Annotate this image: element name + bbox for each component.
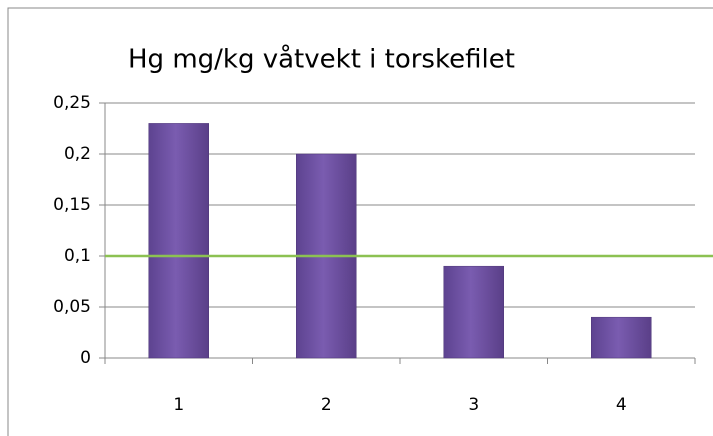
y-tick-label: 0,1 xyxy=(64,246,91,266)
chart-border xyxy=(7,7,713,436)
y-tick-label: 0,05 xyxy=(53,297,91,317)
bar xyxy=(443,265,504,359)
x-tick-label: 2 xyxy=(321,395,332,415)
x-tick-label: 1 xyxy=(173,395,184,415)
y-tick-label: 0,2 xyxy=(64,144,91,164)
y-tick-label: 0,25 xyxy=(53,93,91,113)
y-tick-label: 0 xyxy=(80,348,91,368)
chart-title: Hg mg/kg våtvekt i torskefilet xyxy=(128,44,515,75)
x-tick-label: 4 xyxy=(616,395,627,415)
bar xyxy=(148,123,209,359)
bar xyxy=(591,316,652,359)
x-tick-label: 3 xyxy=(468,395,479,415)
y-tick-label: 0,15 xyxy=(53,195,91,215)
